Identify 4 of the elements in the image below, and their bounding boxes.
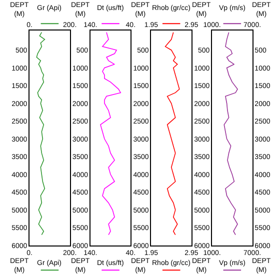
line-series bbox=[224, 32, 238, 236]
line-series bbox=[36, 32, 46, 236]
line-series bbox=[100, 32, 121, 236]
line-series bbox=[164, 32, 180, 236]
